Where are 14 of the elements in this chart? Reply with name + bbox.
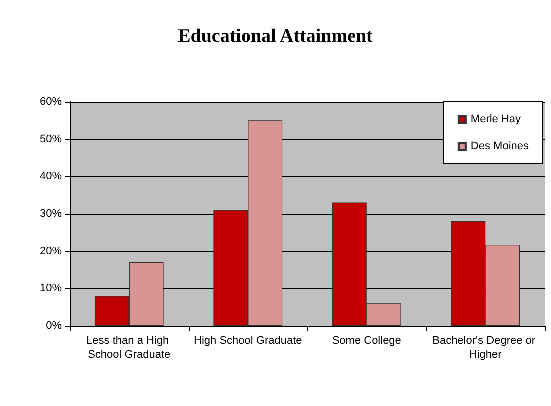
y-tick-label: 20%: [40, 245, 62, 258]
y-tick-label: 40%: [40, 170, 62, 183]
y-tick-label: 10%: [40, 282, 62, 295]
chart-title: Educational Attainment: [178, 26, 374, 47]
y-tick-label: 0%: [46, 320, 62, 332]
x-tick-label: High School Graduate: [194, 335, 302, 347]
y-tick-label: 30%: [40, 208, 62, 220]
x-tick-label: Less than a High School Graduate: [86, 335, 172, 361]
x-tick-label: Bachelor's Degree or Higher: [432, 335, 539, 361]
legend-label: Merle Hay: [470, 114, 522, 126]
x-tick-label: Some College: [332, 335, 402, 347]
y-tick-label: 60%: [40, 96, 62, 108]
y-tick-label: 50%: [40, 133, 62, 146]
legend-label: Des Moines: [470, 140, 530, 152]
